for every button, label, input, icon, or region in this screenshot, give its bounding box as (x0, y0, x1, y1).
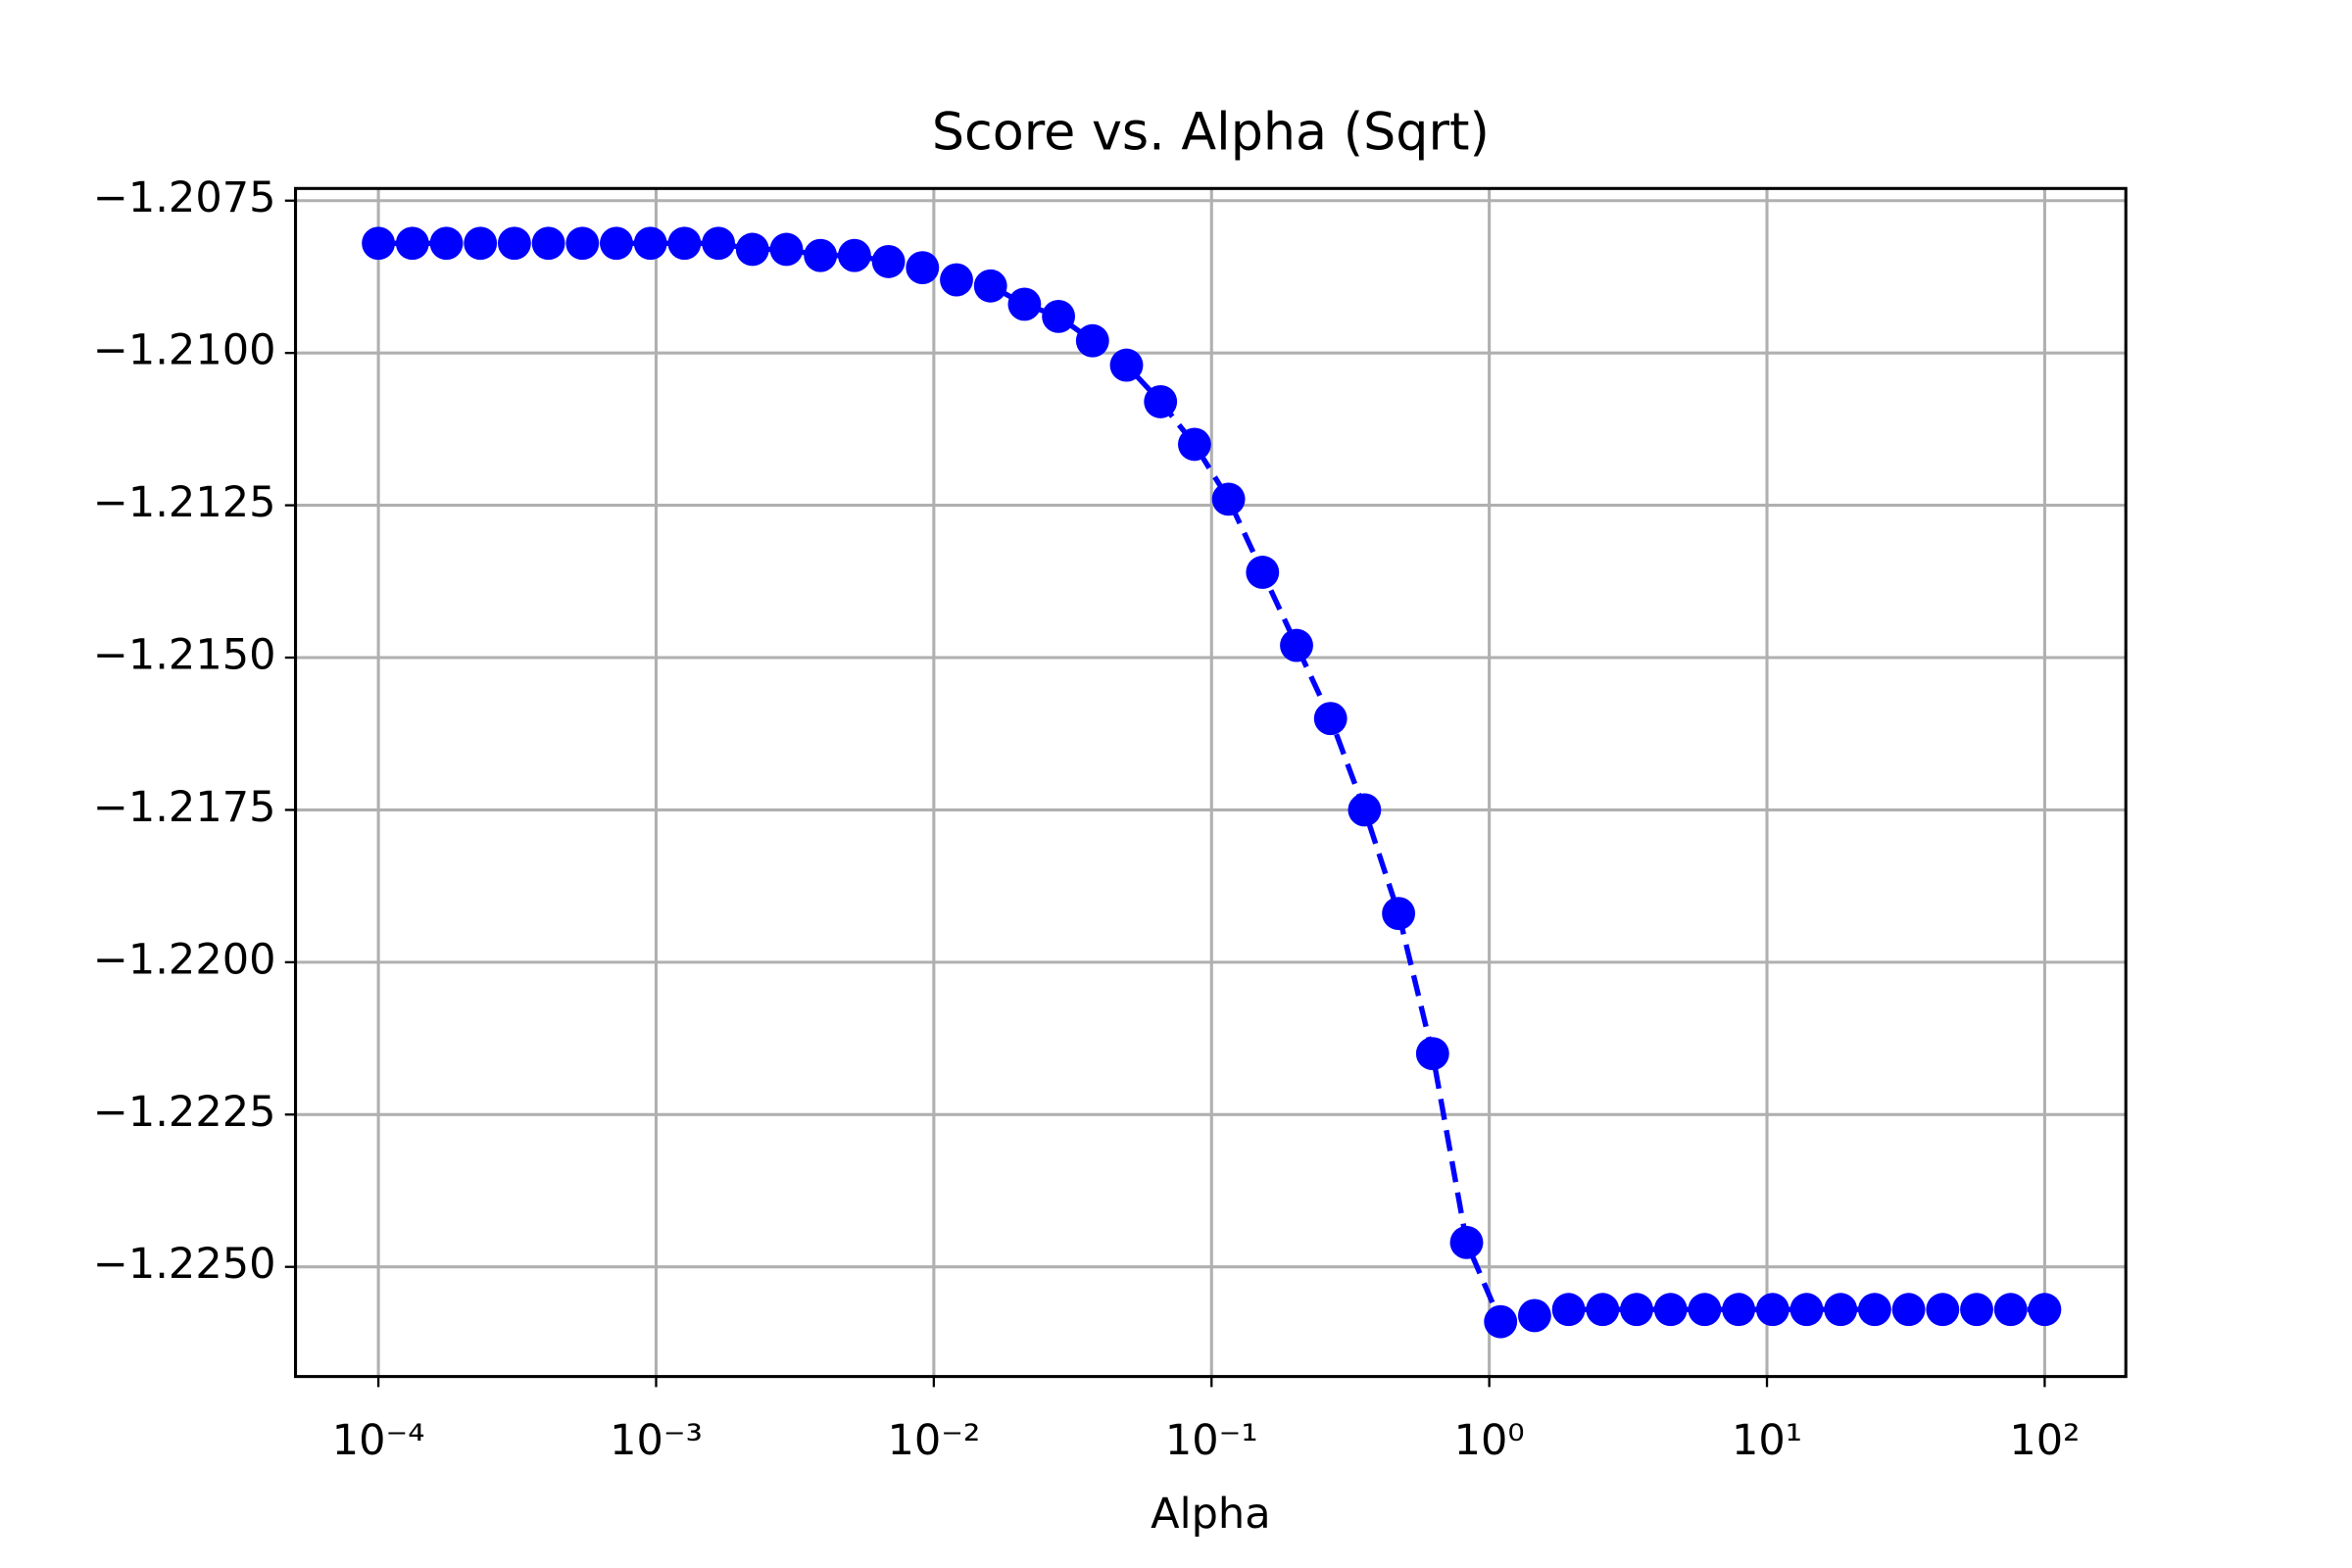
x-tick-label: 10⁻³ (610, 1416, 703, 1465)
data-point (565, 226, 600, 261)
data-point (1449, 1225, 1484, 1259)
data-point (2028, 1293, 2062, 1327)
y-tick-label: −1.2075 (93, 173, 276, 222)
plot-frame (294, 186, 2128, 1379)
y-tick-label: −1.2100 (93, 326, 276, 375)
data-point (1824, 1293, 1858, 1327)
data-point (1007, 287, 1042, 321)
data-point (1177, 427, 1211, 462)
data-point (1960, 1293, 1993, 1327)
data-point (1620, 1293, 1653, 1327)
x-tick-label: 10⁰ (1454, 1416, 1525, 1465)
data-point (464, 226, 498, 261)
data-point (1688, 1293, 1722, 1327)
y-tick-label: −1.2225 (93, 1088, 276, 1137)
data-point (1109, 348, 1144, 382)
data-point (906, 251, 940, 285)
x-tick-label: 10⁻¹ (1165, 1416, 1258, 1465)
data-point (1926, 1293, 1960, 1327)
data-point (1993, 1293, 2028, 1327)
y-tick-label: −1.2200 (93, 935, 276, 984)
data-point (940, 263, 973, 297)
data-point (429, 226, 464, 261)
data-point (395, 226, 429, 261)
data-point (1348, 793, 1382, 827)
data-point (973, 269, 1007, 303)
data-point (1755, 1293, 1789, 1327)
y-tick-label: −1.2150 (93, 631, 276, 680)
data-point (1789, 1293, 1824, 1327)
x-tick-label: 10⁻² (887, 1416, 980, 1465)
x-tick-label: 10¹ (1732, 1416, 1802, 1465)
data-point (1075, 323, 1109, 358)
data-point (871, 244, 906, 278)
y-tick-label: −1.2175 (93, 783, 276, 832)
data-point (1280, 628, 1313, 662)
data-point (1144, 384, 1178, 418)
data-point (735, 232, 769, 267)
data-point (667, 226, 702, 261)
data-point (531, 226, 565, 261)
data-point (1857, 1293, 1891, 1327)
data-point (1891, 1293, 1926, 1327)
data-point (633, 226, 667, 261)
data-point (1382, 897, 1416, 931)
data-point (1415, 1037, 1449, 1071)
x-tick-label: 10² (2009, 1416, 2080, 1465)
x-axis-label: Alpha (1151, 1490, 1270, 1539)
data-point (769, 232, 804, 267)
data-point (804, 238, 838, 272)
data-point (1722, 1293, 1756, 1327)
data-point (1551, 1293, 1586, 1327)
data-point (362, 226, 396, 261)
y-tick-label: −1.2250 (93, 1240, 276, 1289)
data-point (1246, 556, 1280, 589)
data-point (497, 226, 531, 261)
y-tick-label: −1.2125 (93, 478, 276, 527)
data-point (1484, 1304, 1518, 1339)
data-point (600, 226, 633, 261)
x-tick-label: 10⁻⁴ (332, 1416, 425, 1465)
data-point (1653, 1293, 1688, 1327)
data-point (1586, 1293, 1620, 1327)
data-point (1517, 1298, 1551, 1333)
data-point (1042, 299, 1076, 333)
data-point (1211, 482, 1246, 516)
chart-title: Score vs. Alpha (Sqrt) (932, 102, 1490, 162)
data-point (837, 238, 871, 272)
data-point (702, 226, 736, 261)
data-point (1313, 702, 1348, 736)
